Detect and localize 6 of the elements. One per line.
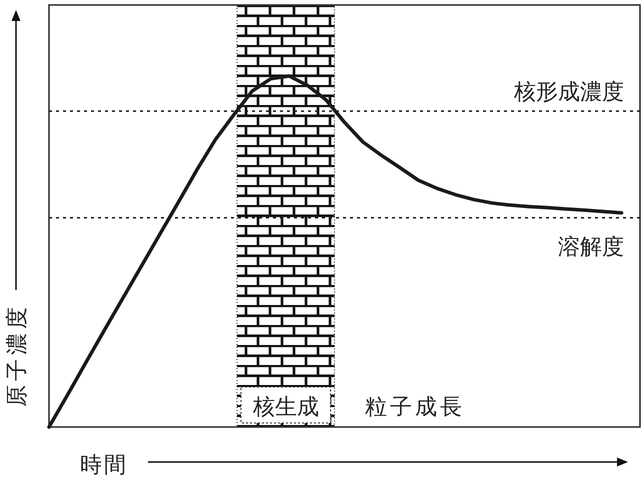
x-axis-title: 時間 xyxy=(80,453,128,477)
y-axis-title: 原子濃度 xyxy=(5,303,30,407)
ref-line-label: 核形成濃度 xyxy=(513,80,624,106)
ref-line-label: 溶解度 xyxy=(558,234,624,260)
annotation: 粒子成長 xyxy=(365,395,465,420)
annotation: 核生成 xyxy=(252,395,319,420)
